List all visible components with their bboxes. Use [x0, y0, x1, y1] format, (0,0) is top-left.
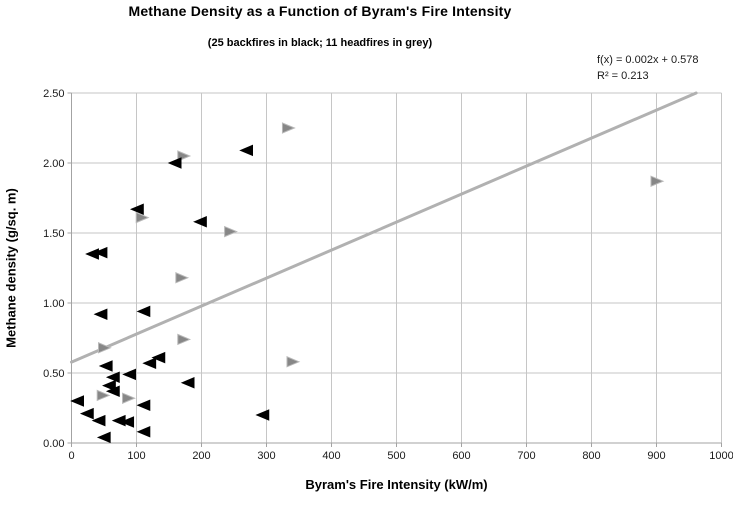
backfire-point — [151, 351, 166, 364]
backfire-point — [96, 431, 111, 444]
backfire-point — [111, 414, 126, 427]
backfire-point — [105, 371, 120, 383]
x-tick-label: 500 — [387, 450, 405, 462]
backfire-point — [102, 379, 116, 392]
backfire-point — [167, 157, 182, 169]
backfire-point — [136, 426, 151, 438]
backfire-point — [136, 305, 151, 318]
x-tick-label: 300 — [257, 450, 275, 462]
backfire-point — [70, 395, 84, 407]
y-tick-label: 2.50 — [43, 88, 64, 100]
headfire-point — [177, 333, 192, 346]
x-tick-label: 400 — [322, 450, 340, 462]
backfire-point — [122, 368, 136, 381]
backfire-point — [85, 248, 99, 260]
backfire-point — [255, 409, 270, 421]
headfire-point — [135, 211, 150, 224]
backfire-point — [120, 416, 135, 428]
backfire-point — [93, 246, 108, 259]
y-tick-label: 0.50 — [43, 368, 64, 380]
y-tick-label: 1.50 — [43, 228, 64, 240]
trendline-equation-line: f(x) = 0.002x + 0.578 — [597, 54, 699, 66]
x-tick-label: 0 — [68, 450, 74, 462]
backfire-point — [193, 216, 207, 228]
backfire-point — [91, 414, 106, 427]
x-axis-title: Byram's Fire Intensity (kW/m) — [305, 477, 488, 492]
x-tick-label: 1000 — [709, 450, 733, 462]
headfire-point — [98, 342, 112, 354]
trendline-r-squared: R² = 0.213 — [597, 70, 649, 82]
headfire-point — [96, 389, 111, 402]
backfire-point — [142, 357, 157, 369]
chart-title: Methane Density as a Function of Byram's… — [128, 3, 512, 19]
headfire-point — [650, 175, 665, 187]
y-tick-label: 1.00 — [43, 298, 64, 310]
headfire-point — [286, 356, 301, 368]
backfire-point — [180, 377, 195, 389]
y-tick-label: 0.00 — [43, 438, 64, 450]
backfire-point — [130, 203, 144, 215]
x-tick-label: 600 — [452, 450, 470, 462]
backfire-point — [98, 360, 113, 372]
headfire-point — [175, 272, 190, 284]
backfire-point — [105, 385, 120, 397]
x-tick-label: 900 — [647, 450, 665, 462]
backfire-point — [79, 407, 94, 420]
x-tick-label: 200 — [192, 450, 210, 462]
chart-subtitle: (25 backfires in black; 11 headfires in … — [207, 37, 433, 49]
x-tick-label: 100 — [127, 450, 145, 462]
x-tick-label: 800 — [582, 450, 600, 462]
headfire-point — [224, 225, 238, 238]
headfire-point — [122, 392, 136, 404]
trendline-equation: f(x) = 0.002x + 0.578 R² = 0.213 — [597, 52, 699, 84]
trendline — [70, 91, 698, 364]
backfire-point — [93, 308, 108, 320]
x-tick-label: 700 — [517, 450, 535, 462]
y-tick-label: 2.00 — [43, 158, 64, 170]
backfire-point — [239, 144, 253, 157]
backfire-point — [136, 399, 151, 411]
headfire-point — [281, 122, 296, 134]
